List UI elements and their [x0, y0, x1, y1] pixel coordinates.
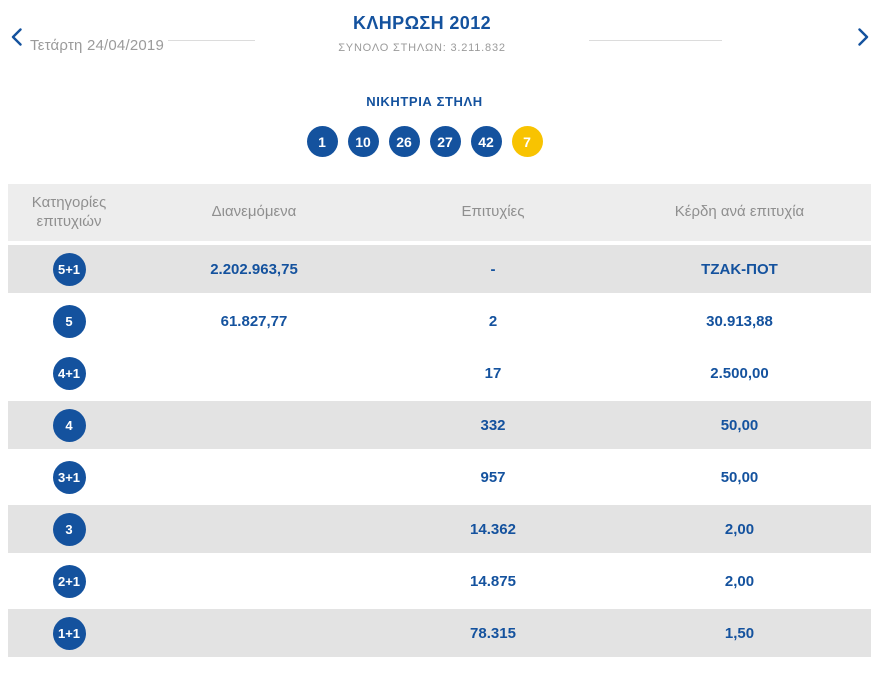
- table-row: 4+1 17 2.500,00: [8, 349, 871, 397]
- wins-value: -: [490, 260, 496, 278]
- wins-value: 78.315: [470, 624, 516, 642]
- divider-line-left: [168, 40, 255, 41]
- draw-header: Τετάρτη 24/04/2019 ΚΛΗΡΩΣΗ 2012 ΣΥΝΟΛΟ Σ…: [0, 0, 879, 78]
- winning-numbers: 1 10 26 27 42 7: [0, 126, 849, 157]
- total-columns-value: 3.211.832: [450, 42, 506, 54]
- draw-title-block: ΚΛΗΡΩΣΗ 2012 ΣΥΝΟΛΟ ΣΤΗΛΩΝ: 3.211.832: [255, 13, 589, 54]
- category-cell: 2+1: [8, 564, 130, 598]
- header-wins: Επιτυχίες: [461, 203, 525, 221]
- wins-value: 17: [484, 364, 502, 382]
- distributed-value: 2.202.963,75: [210, 260, 298, 278]
- winning-column-section: ΝΙΚΗΤΡΙΑ ΣΤΗΛΗ 1 10 26 27 42 7: [0, 94, 849, 157]
- prize-value: 30.913,88: [706, 312, 773, 330]
- wins-value: 332: [480, 416, 506, 434]
- category-badge: 3: [52, 512, 86, 546]
- prize-value: 50,00: [720, 468, 759, 486]
- table-row: 5 61.827,77 2 30.913,88: [8, 297, 871, 345]
- category-badge: 5: [52, 304, 86, 338]
- number-ball: 26: [388, 126, 420, 157]
- category-cell: 1+1: [8, 616, 130, 650]
- category-cell: 4+1: [8, 356, 130, 390]
- category-cell: 5+1: [8, 252, 130, 286]
- joker-number-ball: 7: [511, 126, 543, 157]
- category-cell: 3+1: [8, 460, 130, 494]
- category-badge: 4: [52, 408, 86, 442]
- prize-value: ΤΖΑΚ-ΠΟΤ: [701, 260, 778, 278]
- category-cell: 4: [8, 408, 130, 442]
- results-table: Κατηγορίες επιτυχιών Διανεμόμενα Επιτυχί…: [8, 184, 871, 657]
- number-ball: 27: [429, 126, 461, 157]
- prize-value: 50,00: [720, 416, 759, 434]
- total-columns-label: ΣΥΝΟΛΟ ΣΤΗΛΩΝ:: [338, 42, 447, 54]
- draw-date: Τετάρτη 24/04/2019: [30, 37, 165, 54]
- wins-value: 14.875: [470, 572, 516, 590]
- next-draw-button[interactable]: [853, 25, 873, 49]
- prize-value: 2,00: [724, 520, 755, 538]
- table-row: 3+1 957 50,00: [8, 453, 871, 501]
- divider-line-right: [589, 40, 722, 41]
- prize-value: 2.500,00: [710, 364, 769, 382]
- chevron-right-icon: [857, 28, 868, 46]
- wins-value: 14.362: [470, 520, 516, 538]
- draw-title: ΚΛΗΡΩΣΗ 2012: [352, 13, 492, 33]
- category-badge: 5+1: [52, 252, 86, 286]
- total-columns: ΣΥΝΟΛΟ ΣΤΗΛΩΝ: 3.211.832: [255, 42, 589, 54]
- category-cell: 3: [8, 512, 130, 546]
- header-prize-per-win: Κέρδη ανά επιτυχία: [674, 203, 805, 221]
- number-ball: 1: [306, 126, 338, 157]
- wins-value: 2: [488, 312, 498, 330]
- category-cell: 5: [8, 304, 130, 338]
- table-row: 3 14.362 2,00: [8, 505, 871, 553]
- number-ball: 10: [347, 126, 379, 157]
- wins-value: 957: [480, 468, 506, 486]
- prize-value: 2,00: [724, 572, 755, 590]
- chevron-left-icon: [11, 28, 22, 46]
- table-row: 1+1 78.315 1,50: [8, 609, 871, 657]
- previous-draw-button[interactable]: [6, 25, 26, 49]
- number-ball: 42: [470, 126, 502, 157]
- header-categories: Κατηγορίες επιτυχιών: [31, 193, 107, 230]
- header-distributed: Διανεμόμενα: [211, 203, 297, 221]
- prize-value: 1,50: [724, 624, 755, 642]
- table-row: 5+1 2.202.963,75 - ΤΖΑΚ-ΠΟΤ: [8, 245, 871, 293]
- category-badge: 4+1: [52, 356, 86, 390]
- table-row: 4 332 50,00: [8, 401, 871, 449]
- table-header-row: Κατηγορίες επιτυχιών Διανεμόμενα Επιτυχί…: [8, 184, 871, 241]
- category-badge: 1+1: [52, 616, 86, 650]
- table-row: 2+1 14.875 2,00: [8, 557, 871, 605]
- category-badge: 2+1: [52, 564, 86, 598]
- winning-column-label: ΝΙΚΗΤΡΙΑ ΣΤΗΛΗ: [366, 94, 483, 109]
- category-badge: 3+1: [52, 460, 86, 494]
- distributed-value: 61.827,77: [220, 312, 288, 330]
